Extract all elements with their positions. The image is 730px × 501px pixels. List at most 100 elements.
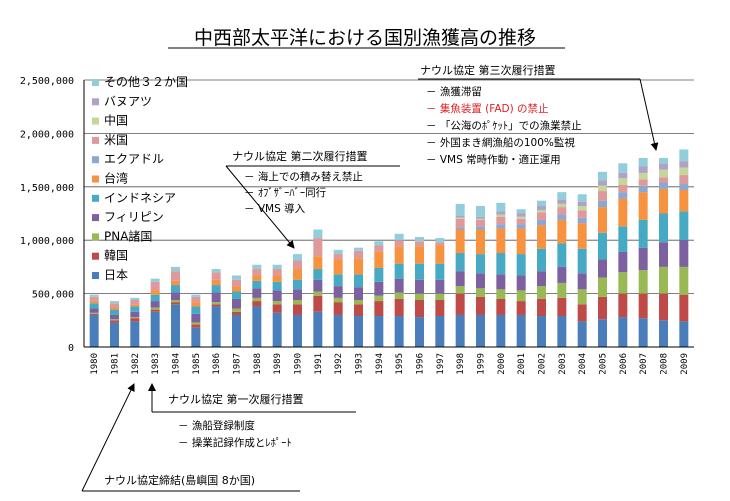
bar-segment xyxy=(537,271,546,287)
bar-segment xyxy=(455,227,465,230)
bar-segment xyxy=(211,306,221,347)
bar-segment xyxy=(598,319,607,347)
bar-segment xyxy=(496,253,506,275)
annotation-second-arrow xyxy=(225,165,295,249)
bar-segment xyxy=(374,245,384,252)
bar-segment xyxy=(313,269,323,280)
bar-segment xyxy=(577,289,587,305)
bar-segment xyxy=(333,254,343,260)
bar-segment xyxy=(293,279,302,290)
x-tick-label: 1999 xyxy=(477,353,487,375)
annotation-second-heading: ナウル協定 第二次履行措置 xyxy=(232,149,368,163)
bar-segment xyxy=(130,318,140,322)
bar-segment xyxy=(659,182,668,189)
bar-segment xyxy=(130,311,140,318)
bar-segment xyxy=(110,322,119,347)
bar-segment xyxy=(293,254,302,261)
bar-segment xyxy=(537,219,546,226)
bar-segment xyxy=(577,194,587,202)
bar-segment xyxy=(577,223,587,249)
bar-segment xyxy=(618,163,628,173)
bar-segment xyxy=(598,200,607,208)
bar-segment xyxy=(171,271,180,281)
bar-segment xyxy=(232,308,241,312)
legend-label: エクアドル xyxy=(104,152,164,166)
bar-segment xyxy=(211,304,221,307)
bar-segment xyxy=(211,272,221,280)
legend-label: その他３２か国 xyxy=(104,75,188,89)
bar-segment xyxy=(577,201,587,207)
bar-segment xyxy=(618,184,628,193)
annotation-agreement: ナウル協定締結(島嶼国 8か国) xyxy=(81,383,300,492)
legend-swatch xyxy=(92,214,99,222)
bar-segment xyxy=(557,199,567,204)
annotation-third-item: － VMS 常時作動・適正運用 xyxy=(426,153,561,166)
bar-segment xyxy=(598,171,607,181)
bar-segment xyxy=(415,241,424,247)
bar-segment xyxy=(537,210,546,213)
bar-segment xyxy=(435,238,445,243)
bar-segment xyxy=(191,302,201,307)
legend-label: 台湾 xyxy=(104,171,128,186)
bar-segment xyxy=(293,260,302,270)
x-tick-label: 2000 xyxy=(497,353,507,375)
y-tick-label: 1,500,000 xyxy=(20,183,74,194)
bar-segment xyxy=(130,317,140,319)
annotation-first-item: － 操業記録作成とﾚﾎﾟｰﾄ xyxy=(178,436,292,449)
legend-label: フィリピン xyxy=(104,210,164,224)
bar-segment xyxy=(232,311,241,315)
bar-segment xyxy=(537,248,546,272)
bar-segment xyxy=(679,266,689,295)
bar-segment xyxy=(293,289,302,301)
bar-segment xyxy=(577,248,587,274)
bar-segment xyxy=(659,293,668,321)
x-axis-ticks: 1980 1981 1982 1983 1984 1985 1986 1987 1988 1989… xyxy=(90,353,690,375)
bar-segment xyxy=(394,263,404,279)
bar-segment xyxy=(435,263,445,280)
bar-segment xyxy=(272,290,282,302)
bar-segment xyxy=(150,290,160,295)
bar-segment xyxy=(150,309,160,312)
bar-segment xyxy=(659,163,668,170)
chart-title: 中西部太平洋における国別漁獲高の推移 xyxy=(194,27,536,49)
legend-swatch xyxy=(92,156,99,164)
x-tick-label: 1988 xyxy=(253,353,263,375)
bar-segment xyxy=(638,270,648,294)
bar-segment xyxy=(110,301,119,304)
bar-segment xyxy=(638,185,648,193)
bar-segment xyxy=(415,246,424,264)
bar-segment xyxy=(171,292,180,301)
bar-segment xyxy=(394,316,404,347)
bar-segment xyxy=(354,300,363,305)
x-tick-label: 1981 xyxy=(111,353,121,375)
bar-segment xyxy=(252,280,262,289)
bar-segment xyxy=(476,229,485,255)
bar-segment xyxy=(455,218,465,228)
legend-label: 米国 xyxy=(104,133,128,147)
bar-segment xyxy=(557,243,567,267)
legend-label: バヌアツ xyxy=(104,94,152,108)
bar-segment xyxy=(232,279,241,287)
bar-segment xyxy=(171,300,180,303)
bar-segment xyxy=(272,275,282,282)
x-tick-label: 1997 xyxy=(436,353,446,375)
annotation-first-heading: ナウル協定 第一次履行措置 xyxy=(168,392,304,406)
y-tick-label: 1,000,000 xyxy=(20,236,74,247)
bar-segment xyxy=(435,242,445,246)
bar-segment xyxy=(313,256,323,270)
bar-segment xyxy=(679,183,689,191)
bar-segment xyxy=(496,314,506,347)
bar-segment xyxy=(435,300,445,317)
x-tick-label: 1983 xyxy=(151,353,161,375)
bar-segment xyxy=(191,313,201,323)
annotation-third-item: － 集魚装置 (FAD) の禁止 xyxy=(426,102,549,115)
bar-segment xyxy=(394,298,404,317)
bar-segment xyxy=(679,161,689,168)
annotation-agreement-arrow xyxy=(81,383,135,492)
bar-segment xyxy=(89,312,99,314)
bar-segment xyxy=(598,259,607,278)
bar-segment xyxy=(557,207,567,215)
legend-swatch xyxy=(92,136,99,144)
bar-segment xyxy=(516,218,526,225)
